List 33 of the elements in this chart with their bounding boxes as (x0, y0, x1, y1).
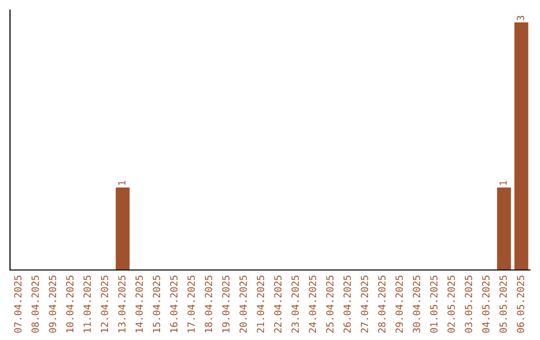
x-tick-label: 29.04.2025 (395, 276, 403, 333)
x-tick-label: 02.05.2025 (447, 276, 455, 333)
x-tick-label: 21.04.2025 (256, 276, 264, 333)
x-tick-label: 16.04.2025 (170, 276, 178, 332)
x-tick-label: 01.05.2025 (430, 276, 438, 333)
x-tick-label: 10.04.2025 (66, 276, 74, 332)
x-tick-label: 23.04.2025 (291, 276, 299, 333)
data-label: 1 (118, 180, 126, 185)
x-tick-label: 30.04.2025 (412, 276, 420, 333)
x-tick-label: 13.04.2025 (118, 276, 126, 332)
x-tick-label: 12.04.2025 (100, 276, 108, 332)
data-label: 3 (516, 16, 524, 20)
data-label: 1 (500, 180, 507, 185)
x-tick-label: 05.05.2025 (499, 276, 507, 333)
x-tick-label: 06.05.2025 (516, 276, 524, 333)
x-tick-label: 22.04.2025 (274, 276, 282, 333)
x-tick-label: 24.04.2025 (308, 276, 316, 333)
x-tick-label: 17.04.2025 (187, 276, 195, 332)
x-tick-label: 09.04.2025 (48, 276, 56, 333)
x-tick-label: 20.04.2025 (239, 276, 247, 333)
x-tick-label: 28.04.2025 (378, 276, 386, 333)
x-tick-label: 25.04.2025 (326, 276, 334, 333)
x-tick-label: 07.04.2025 (14, 276, 22, 333)
x-tick-label: 15.04.2025 (152, 276, 160, 332)
x-tick-label: 03.05.2025 (464, 276, 472, 333)
x-tick-label: 19.04.2025 (222, 276, 230, 332)
x-tick-label: 04.05.2025 (482, 276, 490, 333)
x-tick-label: 11.04.2025 (83, 276, 91, 332)
x-tick-label: 08.04.2025 (31, 276, 39, 333)
x-tick-label: 14.04.2025 (135, 276, 143, 332)
x-tick-label: 18.04.2025 (204, 276, 212, 332)
x-tick-label: 27.04.2025 (360, 276, 368, 333)
x-tick-label: 26.04.2025 (343, 276, 351, 333)
